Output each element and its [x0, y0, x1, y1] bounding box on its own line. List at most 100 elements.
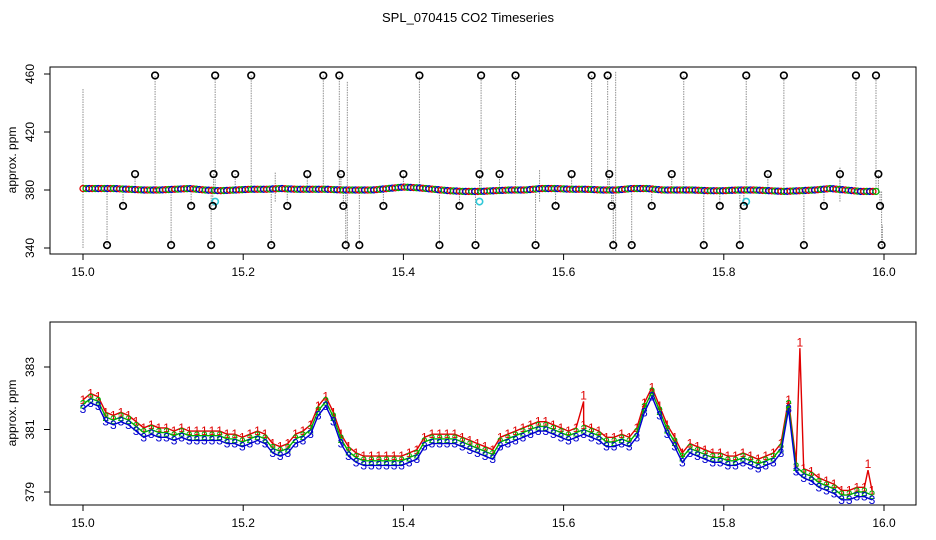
- series-2-marker: 2: [231, 432, 238, 446]
- series-3-marker: 3: [747, 458, 754, 472]
- series-2-marker: 2: [520, 426, 527, 440]
- series-1-marker: 1: [671, 430, 678, 444]
- series-3-marker: 3: [102, 415, 109, 429]
- series-1-marker: 1: [391, 449, 398, 463]
- series-2-marker: 2: [376, 454, 383, 468]
- series-1-marker: 1: [247, 427, 254, 441]
- series-3-marker: 3: [368, 458, 375, 472]
- series-3-marker: 3: [338, 437, 345, 451]
- series-1-marker: 1: [368, 449, 375, 463]
- series-1-marker: 1: [497, 430, 504, 444]
- outlier-point: [150, 71, 160, 80]
- series-2-marker: 2: [474, 441, 481, 455]
- outlier-point: [495, 169, 504, 179]
- series-3-marker: 3: [178, 430, 185, 444]
- series-3-marker: 3: [633, 430, 640, 444]
- series-2-marker: 2: [269, 441, 276, 455]
- series-3-marker: 3: [861, 490, 868, 504]
- series-3-marker: 3: [353, 455, 360, 469]
- series-3-marker: 3: [687, 446, 694, 460]
- series-3-marker: 3: [838, 493, 845, 507]
- bottom-x-tick-label: 16.0: [872, 516, 896, 530]
- series-3-marker: 3: [322, 399, 329, 413]
- series-3-marker: 3: [315, 408, 322, 422]
- series-2-marker: 2: [596, 429, 603, 443]
- series-3-marker: 3: [209, 433, 216, 447]
- series-2-marker: 2: [717, 451, 724, 465]
- chart-title: SPL_070415 CO2 Timeseries: [382, 10, 554, 25]
- series-3-marker: 3: [740, 455, 747, 469]
- series-3-marker: 3: [451, 437, 458, 451]
- series-3-marker: 3: [808, 474, 815, 488]
- series-2-marker: 2: [239, 435, 246, 449]
- series-3-marker: 3: [816, 480, 823, 494]
- series-1-marker: 1: [823, 474, 830, 488]
- series-3-marker: 3: [391, 458, 398, 472]
- series-3-marker: 3: [429, 437, 436, 451]
- series-1-marker: 1: [687, 437, 694, 451]
- series-1-marker: 1: [740, 446, 747, 460]
- top-x-tick-label: 15.4: [392, 265, 416, 279]
- outlier-point: [779, 71, 788, 80]
- series-1-marker: 1: [831, 477, 838, 491]
- series-3-marker: 3: [193, 433, 200, 447]
- outlier-point: [567, 169, 576, 179]
- series-1-marker: 1: [474, 437, 481, 451]
- series-3-marker: 3: [603, 440, 610, 454]
- series-3-marker: 3: [284, 446, 291, 460]
- series-1-marker: 1: [163, 421, 170, 435]
- bottom-y-tick-label: 379: [23, 482, 37, 502]
- series-1-marker: 1: [133, 415, 140, 429]
- series-2-marker: 2: [368, 454, 375, 468]
- series-1-marker: 1: [520, 421, 527, 435]
- outlier-point: [207, 241, 216, 250]
- series-2-marker: 2: [649, 385, 656, 399]
- series-3-marker: 3: [163, 430, 170, 444]
- outlier-point: [647, 201, 656, 211]
- series-1-marker: 1: [808, 465, 815, 479]
- outlier-point: [679, 71, 688, 80]
- series-1-marker: 1: [732, 449, 739, 463]
- series-1-marker: 1: [421, 430, 428, 444]
- series-2-marker: 2: [626, 435, 633, 449]
- series-2-marker: 2: [542, 419, 549, 433]
- series-3-marker: 3: [596, 433, 603, 447]
- series-1-marker: 1: [618, 427, 625, 441]
- series-2-marker: 2: [315, 404, 322, 418]
- series-3-marker: 3: [80, 402, 87, 416]
- series-2-marker: 2: [186, 429, 193, 443]
- series-3-marker: 3: [171, 433, 178, 447]
- series-2-marker: 2: [633, 426, 640, 440]
- outlier-point: [627, 241, 636, 250]
- series-1-marker: 1: [353, 446, 360, 460]
- series-2-marker: 2: [193, 429, 200, 443]
- series-1-marker: 1: [178, 421, 185, 435]
- series-1-line: [82, 348, 873, 492]
- series-3-marker: 3: [869, 493, 876, 507]
- series-1-marker: 1: [216, 424, 223, 438]
- outlier-point: [471, 241, 480, 250]
- series-3-marker: 3: [778, 446, 785, 460]
- series-1-marker: 1: [558, 421, 565, 435]
- series-3-marker: 3: [535, 424, 542, 438]
- series-3-marker: 3: [497, 440, 504, 454]
- series-2-marker: 2: [87, 391, 94, 405]
- series-1-marker: 1: [816, 471, 823, 485]
- outlier-point: [607, 201, 616, 211]
- series-3-marker: 3: [436, 437, 443, 451]
- series-3-marker: 3: [277, 449, 284, 463]
- series-3-marker: 3: [110, 418, 117, 432]
- outlier-point: [341, 241, 350, 250]
- series-3-marker: 3: [87, 396, 94, 410]
- series-1-marker: 1: [679, 446, 686, 460]
- series-2-marker: 2: [694, 444, 701, 458]
- series-2-marker: 2: [869, 488, 876, 502]
- series-2-marker: 2: [550, 423, 557, 437]
- series-1-marker: 1: [360, 449, 367, 463]
- cyan-point: [475, 197, 484, 206]
- series-2-marker: 2: [785, 398, 792, 412]
- series-3-marker: 3: [785, 402, 792, 416]
- outlier-point: [455, 201, 464, 211]
- series-3-marker: 3: [330, 415, 337, 429]
